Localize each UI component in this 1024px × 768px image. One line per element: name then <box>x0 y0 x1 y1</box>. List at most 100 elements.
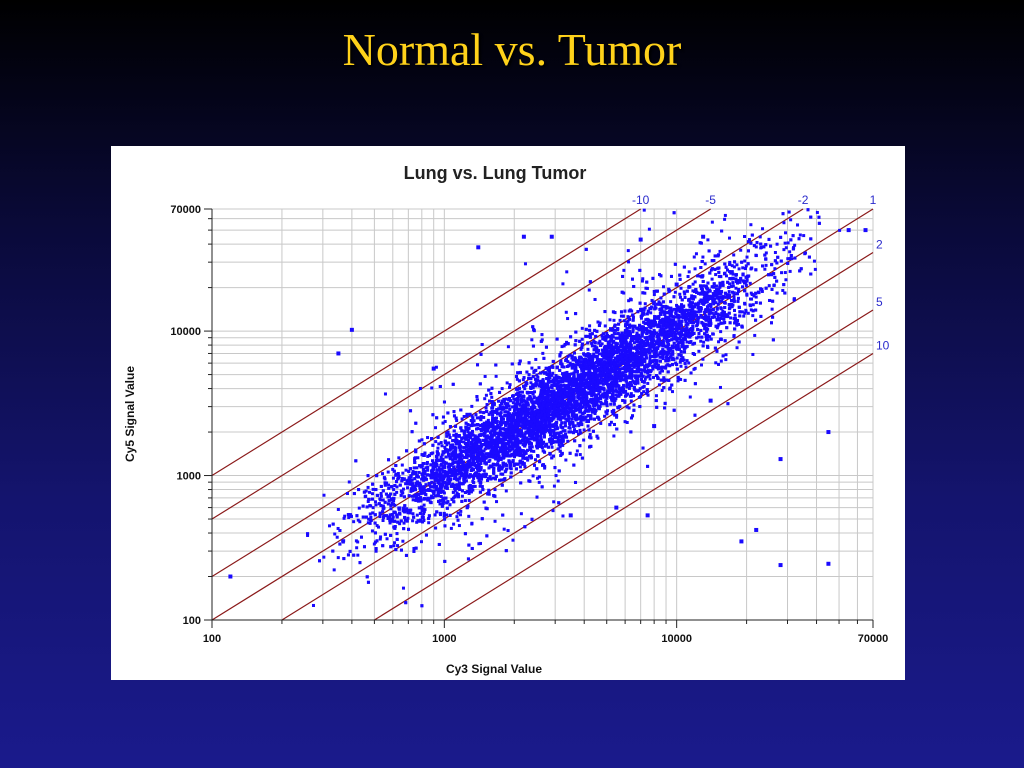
data-point <box>531 402 535 406</box>
data-point <box>673 327 677 331</box>
data-point <box>420 438 424 442</box>
data-point <box>446 450 450 454</box>
data-point <box>548 366 552 370</box>
data-point <box>382 514 386 518</box>
data-point <box>424 477 428 481</box>
data-point <box>701 357 705 361</box>
data-point <box>675 339 679 343</box>
data-point <box>754 301 758 305</box>
data-point <box>761 227 765 231</box>
data-point <box>733 313 737 317</box>
data-point <box>483 447 487 451</box>
data-point <box>679 286 683 290</box>
data-point <box>500 444 504 448</box>
data-point <box>699 339 703 343</box>
data-point <box>722 317 726 321</box>
data-point <box>333 532 337 536</box>
data-point <box>482 469 486 473</box>
data-point <box>475 416 479 420</box>
data-point <box>631 315 635 319</box>
data-point <box>415 513 419 517</box>
data-point <box>447 433 451 437</box>
data-point <box>566 439 570 443</box>
data-point <box>696 274 700 278</box>
reference-line <box>211 208 804 578</box>
data-point <box>511 538 515 542</box>
data-point <box>548 371 552 375</box>
data-point <box>500 478 504 482</box>
data-point <box>770 307 774 311</box>
data-point <box>422 512 426 516</box>
data-point <box>654 323 658 327</box>
data-point <box>572 387 576 391</box>
data-point <box>636 381 640 385</box>
data-point <box>395 485 399 489</box>
data-point <box>662 377 666 381</box>
data-point <box>535 441 539 445</box>
data-point <box>500 441 504 445</box>
data-point <box>614 388 618 392</box>
data-point <box>597 352 601 356</box>
data-point <box>737 305 741 309</box>
data-point <box>718 249 722 253</box>
data-point <box>637 389 641 393</box>
data-point <box>560 345 564 349</box>
data-point <box>465 456 469 460</box>
data-point <box>409 489 413 493</box>
data-point <box>648 356 652 360</box>
data-point <box>715 287 719 291</box>
data-point <box>483 461 487 465</box>
data-point <box>582 438 586 442</box>
data-point <box>550 445 554 449</box>
reference-line-label: 2 <box>876 237 883 251</box>
data-point <box>653 315 657 319</box>
data-point <box>498 404 502 408</box>
data-point <box>347 480 351 484</box>
data-point <box>457 524 461 528</box>
data-point <box>486 478 490 482</box>
data-point <box>728 260 732 264</box>
data-point <box>438 499 442 503</box>
data-point <box>640 279 644 283</box>
data-point <box>370 492 374 496</box>
data-point <box>438 470 442 474</box>
data-point <box>638 387 642 391</box>
data-point <box>710 277 714 281</box>
data-point <box>543 466 547 470</box>
data-point <box>389 507 393 511</box>
data-point <box>740 310 744 314</box>
data-point <box>568 423 572 427</box>
data-point <box>456 511 460 515</box>
data-point <box>436 446 440 450</box>
data-point <box>621 378 625 382</box>
data-point <box>550 434 554 438</box>
data-point <box>720 314 724 318</box>
data-point <box>754 295 758 299</box>
data-point <box>685 316 689 320</box>
data-point <box>578 453 582 457</box>
data-point <box>527 376 531 380</box>
reference-line-label: 1 <box>870 193 877 207</box>
data-point <box>512 434 516 438</box>
data-point <box>737 288 741 292</box>
data-point <box>721 309 725 313</box>
data-point <box>606 409 610 413</box>
data-point <box>798 233 802 237</box>
data-point <box>499 472 503 476</box>
data-point <box>454 446 458 450</box>
data-point <box>649 361 653 365</box>
data-point <box>381 498 385 502</box>
data-point <box>375 524 379 528</box>
data-point <box>570 356 574 360</box>
data-point <box>386 470 390 474</box>
data-point <box>686 328 690 332</box>
data-point <box>603 324 607 328</box>
data-point <box>790 257 794 261</box>
data-point <box>439 463 443 467</box>
data-point <box>649 311 653 315</box>
data-point <box>706 238 710 242</box>
data-point <box>679 359 683 363</box>
data-point <box>679 354 683 358</box>
data-point <box>646 368 650 372</box>
data-point <box>466 450 470 454</box>
